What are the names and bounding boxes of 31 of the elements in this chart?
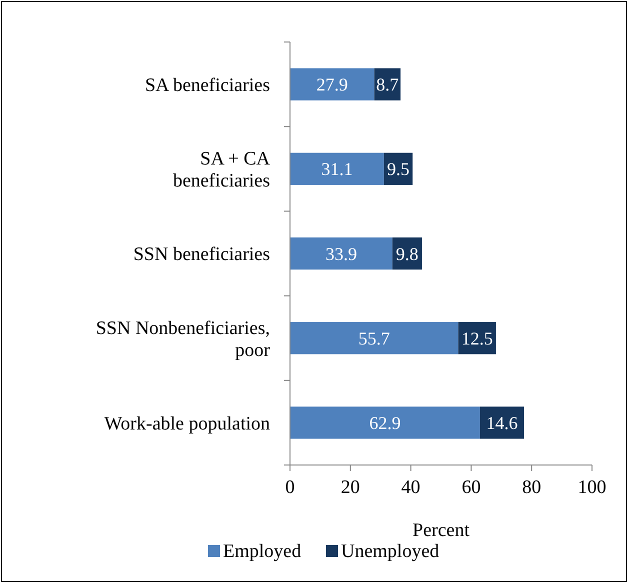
y-tick-label: Work-able population	[104, 413, 270, 434]
bar	[480, 406, 524, 439]
bar	[290, 152, 384, 185]
data-label: 31.1	[321, 159, 353, 180]
data-label: 62.9	[369, 413, 401, 433]
y-tick-label: SA + CA beneficiaries	[172, 148, 270, 192]
data-label: 33.9	[325, 244, 357, 264]
bar	[290, 237, 392, 270]
y-tick-label: SSN Nonbeneficiaries, poor	[96, 318, 271, 361]
x-axis-title: Percent	[412, 520, 470, 541]
data-label: 14.6	[486, 413, 518, 433]
bar	[458, 322, 496, 354]
data-label: 9.5	[387, 159, 410, 180]
data-label: 8.7	[376, 74, 399, 95]
y-tick-label: SSN beneficiaries	[133, 244, 270, 266]
y-tick-label: SA beneficiaries	[144, 74, 270, 96]
bar	[290, 68, 374, 100]
legend-label: Unemployed	[341, 541, 440, 562]
x-tick-label: 40	[401, 477, 420, 498]
data-label: 9.8	[396, 244, 418, 264]
x-tick-label: 60	[462, 477, 481, 498]
x-tick-label: 80	[522, 477, 542, 498]
bar	[290, 322, 458, 354]
data-label: 12.5	[461, 328, 493, 348]
data-label: 55.7	[358, 328, 390, 348]
x-tick-label: 20	[340, 477, 360, 498]
bar	[290, 406, 480, 439]
legend-label: Employed	[223, 541, 302, 562]
x-tick-label: 0	[285, 477, 295, 498]
x-tick-label: 100	[578, 477, 606, 498]
data-label: 27.9	[316, 74, 348, 95]
